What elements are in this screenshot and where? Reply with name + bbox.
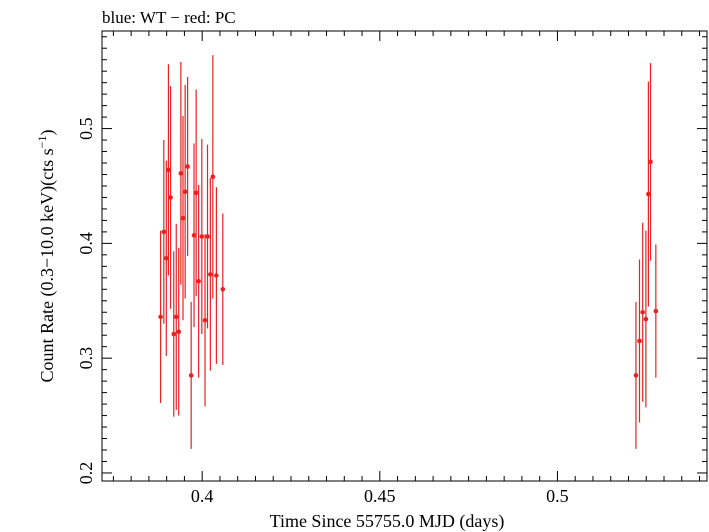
data-point [205,234,210,239]
data-points [158,55,659,449]
y-axis-label-main: Count Rate (0.3−10.0 keV)(cts s [37,148,58,382]
x-tick-label: 0.5 [546,486,569,506]
data-point [214,273,219,278]
data-point [185,164,190,169]
x-axis-label: Time Since 55755.0 MJD (days) [270,511,505,532]
data-point [171,331,177,337]
data-point [640,309,645,315]
y-axis-label-superscript: −1 [35,136,49,149]
plot-frame [101,30,708,482]
data-point [166,167,171,173]
data-point [646,191,651,197]
y-tick-label: 0.4 [76,232,96,255]
data-point [191,233,197,238]
y-axis-label: Count Rate (0.3−10.0 keV)(cts s−1) [35,130,58,383]
data-point [188,373,194,378]
axis-ticks [102,31,707,481]
data-point [633,373,639,378]
data-point [173,314,179,320]
data-point [210,174,216,180]
y-tick-label: 0.3 [76,347,96,370]
x-tick-label: 0.4 [191,486,214,506]
data-point [180,215,186,221]
axis-tick-labels: 0.4 0.45 0.5 0.2 0.3 0.4 0.5 [76,117,569,506]
data-point [637,338,642,344]
data-point [158,314,163,320]
chart-title: blue: WT − red: PC [102,8,236,27]
data-point [196,278,201,284]
data-point [202,317,208,323]
y-axis-label-close: ) [37,130,58,136]
data-point [208,272,213,277]
y-tick-label: 0.5 [76,117,96,140]
y-tick-label: 0.2 [76,462,96,485]
data-point [199,234,205,239]
data-point [176,329,182,335]
data-point [168,195,173,200]
data-point [164,255,169,261]
data-point [193,190,199,196]
data-point [220,286,226,292]
x-tick-label: 0.45 [364,486,396,506]
data-point [653,308,659,314]
data-point [178,171,184,176]
data-point [182,189,188,195]
data-point [161,229,167,235]
data-point [648,159,653,165]
data-point [643,316,649,322]
